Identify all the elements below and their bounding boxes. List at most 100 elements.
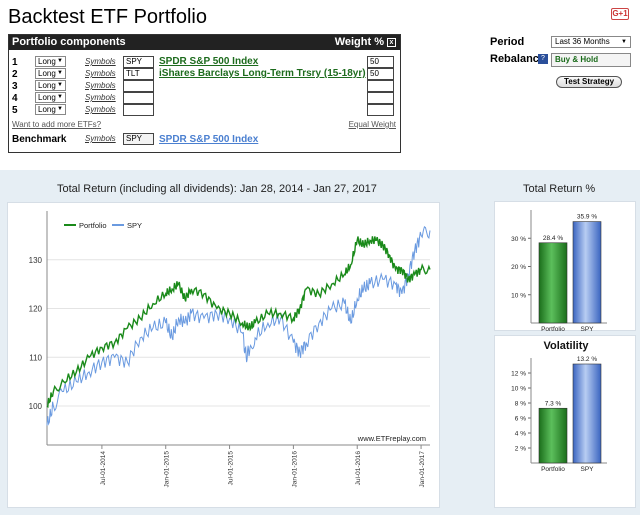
- y-tick-label: 4 %: [515, 431, 526, 438]
- volatility-title: Volatility: [543, 340, 589, 352]
- benchmark-label: Benchmark: [12, 134, 67, 145]
- ticker-input[interactable]: TLT: [123, 68, 154, 80]
- benchmark-symbols-link[interactable]: Symbols: [85, 134, 116, 143]
- weight-input[interactable]: 50: [367, 68, 394, 80]
- component-row-1: 1 Long ▼ Symbols SPY SPDR S&P 500 Index 5…: [9, 56, 400, 69]
- volatility-bar-chart-box: Volatility 2 % 4 % 6 % 8 % 10 % 12 % 7.3 % Portf…: [494, 335, 636, 508]
- symbols-link[interactable]: Symbols: [85, 69, 116, 78]
- period-select[interactable]: Last 36 Months ▼: [551, 36, 631, 48]
- bar-value-label: 7.3 %: [545, 400, 562, 407]
- chart-watermark: www.ETFreplay.com: [357, 434, 426, 443]
- clear-weights-icon[interactable]: x: [387, 37, 396, 47]
- row-number: 2: [12, 69, 18, 80]
- rebalance-info-icon[interactable]: ?: [538, 54, 548, 64]
- benchmark-ticker-input[interactable]: SPY: [123, 133, 154, 145]
- legend-label-spy: SPY: [127, 221, 142, 230]
- chevron-down-icon: ▼: [57, 58, 63, 64]
- component-row-2: 2 Long ▼ Symbols TLT iShares Barclays Lon…: [9, 68, 400, 81]
- benchmark-name-link[interactable]: SPDR S&P 500 Index: [159, 134, 259, 145]
- ticker-input[interactable]: SPY: [123, 56, 154, 68]
- row-number: 5: [12, 105, 18, 116]
- weight-input[interactable]: [367, 104, 394, 116]
- symbols-link[interactable]: Symbols: [85, 57, 116, 66]
- symbols-link[interactable]: Symbols: [85, 93, 116, 102]
- bar-value-label: 28.4 %: [543, 235, 563, 242]
- y-tick-label: 2 %: [515, 446, 526, 453]
- component-row-3: 3 Long ▼ Symbols: [9, 80, 400, 93]
- component-row-5: 5 Long ▼ Symbols: [9, 104, 400, 117]
- period-label: Period: [490, 36, 525, 48]
- google-plus-button[interactable]: G+1: [611, 8, 629, 20]
- row-number: 4: [12, 93, 18, 104]
- row-number: 1: [12, 57, 18, 68]
- etf-name-link[interactable]: SPDR S&P 500 Index: [159, 56, 259, 67]
- component-row-4: 4 Long ▼ Symbols: [9, 92, 400, 105]
- series-line-spy: [46, 225, 431, 426]
- side-select[interactable]: Long ▼: [35, 92, 66, 103]
- chevron-down-icon: ▼: [57, 106, 63, 112]
- ticker-input[interactable]: [123, 104, 154, 116]
- bar-category-label: Portfolio: [541, 326, 565, 332]
- benchmark-row: Symbols SPY: [9, 133, 400, 146]
- total-return-bar-title: Total Return %: [523, 183, 596, 195]
- chevron-down-icon: ▼: [57, 70, 63, 76]
- ticker-input[interactable]: [123, 92, 154, 104]
- y-tick-label: 6 %: [515, 416, 526, 423]
- y-tick-label: 30 %: [511, 236, 526, 243]
- x-tick-label: Jul-01-2016: [355, 451, 362, 486]
- panel-header: Portfolio components Weight % x: [9, 35, 400, 50]
- total-return-bar-chart: 10 % 20 % 30 % 28.4 % Portfolio 35.9 % SPY: [511, 210, 607, 333]
- bar-category-label: SPY: [580, 326, 594, 332]
- total-return-bar-chart-box: 10 % 20 % 30 % 28.4 % Portfolio 35.9 % SPY: [494, 201, 636, 333]
- total-return-line-chart: 100 110 120 130 Jul-01-2014 Jan-01-2015 Jul-01…: [29, 211, 431, 488]
- x-tick-label: Jul-01-2014: [100, 451, 107, 486]
- row-number: 3: [12, 81, 18, 92]
- y-tick-label: 100: [29, 402, 43, 411]
- symbols-link[interactable]: Symbols: [85, 81, 116, 90]
- rebalance-select[interactable]: Buy & Hold: [551, 53, 631, 67]
- page-title: Backtest ETF Portfolio: [8, 6, 207, 28]
- bar-category-label: Portfolio: [541, 466, 565, 473]
- weight-header: Weight %: [334, 36, 384, 48]
- y-tick-label: 12 %: [511, 371, 526, 378]
- y-tick-label: 10 %: [511, 386, 526, 393]
- panel-title: Portfolio components: [12, 36, 126, 48]
- legend-label-portfolio: Portfolio: [79, 221, 107, 230]
- chevron-down-icon: ▼: [57, 94, 63, 100]
- side-select[interactable]: Long ▼: [35, 68, 66, 79]
- y-tick-label: 10 %: [511, 292, 526, 299]
- total-return-line-chart-box: 100 110 120 130 Jul-01-2014 Jan-01-2015 Jul-01…: [7, 202, 440, 508]
- side-select[interactable]: Long ▼: [35, 104, 66, 115]
- x-tick-label: Jan-01-2016: [291, 451, 298, 488]
- test-strategy-button[interactable]: Test Strategy: [556, 76, 622, 88]
- bar-spy: [572, 363, 602, 464]
- side-select[interactable]: Long ▼: [35, 80, 66, 91]
- bar-value-label: 35.9 %: [577, 214, 597, 221]
- weight-input[interactable]: [367, 80, 394, 92]
- bar-portfolio: [538, 407, 568, 464]
- bar-value-label: 13.2 %: [577, 356, 597, 363]
- equal-weight-link[interactable]: Equal Weight: [348, 120, 396, 129]
- ticker-input[interactable]: [123, 80, 154, 92]
- y-tick-label: 120: [29, 305, 43, 314]
- bar-spy: [572, 221, 602, 324]
- rebalance-label: Rebalance: [490, 53, 546, 65]
- total-return-line-title: Total Return (including all dividends): …: [57, 183, 377, 195]
- x-tick-label: Jan-01-2017: [419, 451, 426, 488]
- bar-category-label: SPY: [580, 466, 594, 473]
- weight-input[interactable]: [367, 92, 394, 104]
- bar-portfolio: [538, 242, 568, 324]
- add-more-etfs-link[interactable]: Want to add more ETFs?: [12, 120, 102, 129]
- etf-name-link[interactable]: iShares Barclays Long-Term Trsry (15-18y…: [159, 68, 366, 79]
- x-tick-label: Jul-01-2015: [228, 451, 235, 486]
- chevron-down-icon: ▼: [621, 39, 627, 45]
- y-tick-label: 8 %: [515, 401, 526, 408]
- symbols-link[interactable]: Symbols: [85, 105, 116, 114]
- volatility-bar-chart: Volatility 2 % 4 % 6 % 8 % 10 % 12 % 7.3 % Portf…: [511, 340, 607, 473]
- chevron-down-icon: ▼: [57, 82, 63, 88]
- side-select[interactable]: Long ▼: [35, 56, 66, 67]
- series-line-portfolio: [46, 236, 431, 409]
- x-tick-label: Jan-01-2015: [164, 451, 171, 488]
- portfolio-components-panel: Portfolio components Weight % x 1 Long ▼ S…: [8, 34, 401, 153]
- weight-input[interactable]: 50: [367, 56, 394, 68]
